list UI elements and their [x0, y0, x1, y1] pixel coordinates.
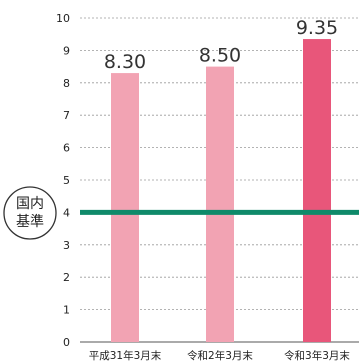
reference-label-line2: 基準 [16, 213, 44, 230]
x-tick-label: 令和3年3月末 [284, 349, 350, 362]
data-label: 8.50 [199, 45, 241, 67]
y-tick-label: 5 [63, 174, 70, 187]
x-tick-label: 平成31年3月末 [89, 349, 162, 362]
bars [111, 39, 331, 343]
y-tick-label: 2 [63, 271, 70, 284]
bar [303, 39, 331, 343]
y-axis-ticks: 0 1 2 3 4 5 6 7 8 9 10 [56, 12, 70, 349]
y-tick-label: 4 [63, 206, 70, 219]
bar [206, 66, 234, 342]
y-tick-label: 6 [63, 142, 70, 155]
y-tick-label: 0 [63, 336, 70, 349]
y-tick-label: 10 [56, 12, 70, 25]
y-tick-label: 7 [63, 109, 70, 122]
y-tick-label: 9 [63, 44, 70, 57]
y-tick-label: 3 [63, 239, 70, 252]
x-tick-label: 令和2年3月末 [187, 349, 253, 362]
data-label: 8.30 [104, 51, 146, 73]
x-axis-labels: 平成31年3月末 令和2年3月末 令和3年3月末 [89, 349, 351, 362]
value-labels: 8.30 8.50 9.35 [104, 17, 338, 73]
y-tick-label: 1 [63, 304, 70, 317]
reference-label-line1: 国内 [16, 196, 44, 212]
data-label: 9.35 [296, 17, 338, 39]
y-tick-label: 8 [63, 77, 70, 90]
reference-label-badge [3, 186, 57, 240]
bar [111, 73, 139, 342]
